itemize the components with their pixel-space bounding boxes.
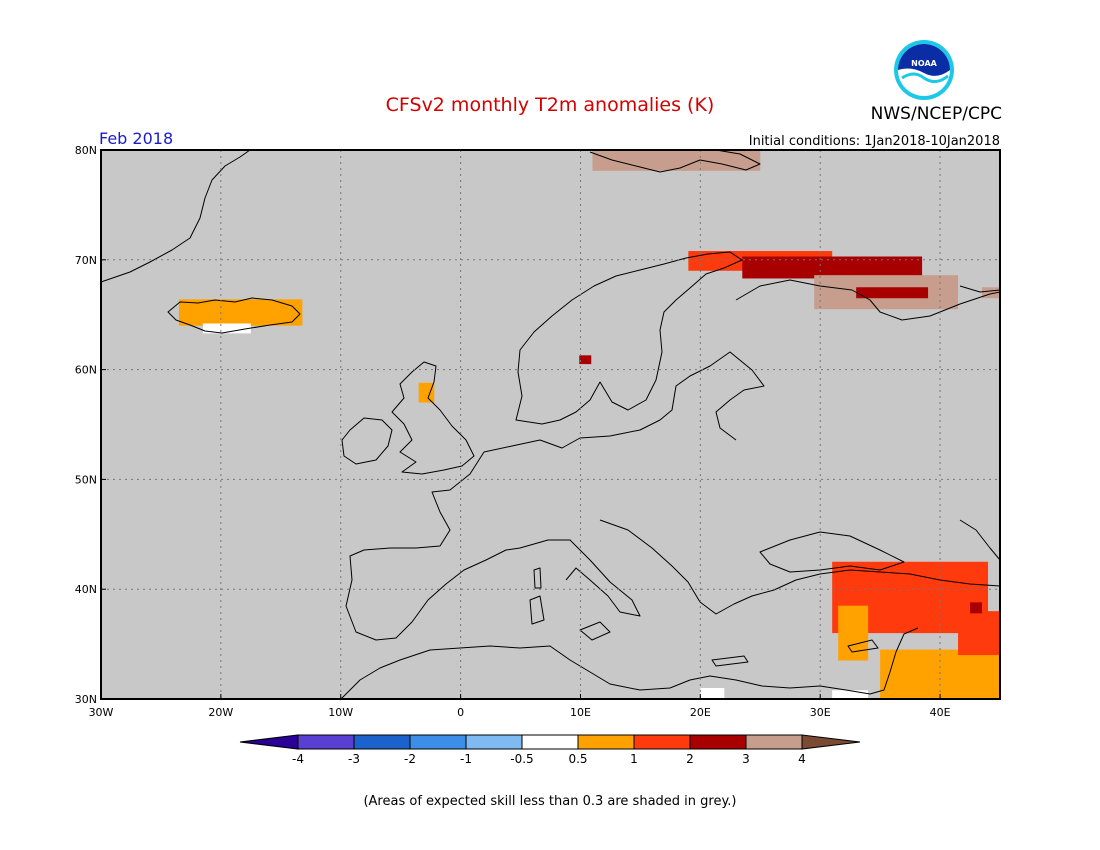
lon-tick-label: 10W bbox=[328, 706, 353, 719]
lon-tick-label: 40E bbox=[930, 706, 951, 719]
anomaly-cell-17 bbox=[832, 690, 869, 699]
forecast-month: Feb 2018 bbox=[99, 129, 173, 148]
longitude-axis: 30W 20W 10W 0 10E 20E 30E 40E bbox=[89, 694, 951, 719]
colorbar-label: 2 bbox=[686, 752, 694, 766]
colorbar-label: 1 bbox=[630, 752, 638, 766]
colorbar-label: 0.5 bbox=[568, 752, 587, 766]
anomaly-cell-7 bbox=[742, 256, 923, 279]
lon-tick-label: 30E bbox=[810, 706, 831, 719]
colorbar-label: -0.5 bbox=[510, 752, 533, 766]
colorbar-swatch bbox=[577, 734, 635, 750]
colorbar: -4 -3 -2 -1 -0.5 0.5 1 2 3 4 bbox=[239, 734, 861, 766]
colorbar-label: -2 bbox=[404, 752, 416, 766]
map-frame bbox=[100, 149, 1001, 700]
colorbar-swatch bbox=[521, 734, 579, 750]
colorbar-label: -4 bbox=[292, 752, 304, 766]
lat-tick-label: 30N bbox=[75, 693, 97, 706]
coastlines bbox=[100, 149, 1001, 701]
lat-tick-label: 60N bbox=[75, 364, 97, 377]
colorbar-swatch bbox=[353, 734, 411, 750]
anomaly-cell-16 bbox=[700, 688, 725, 699]
lon-tick-label: 0 bbox=[457, 706, 464, 719]
skill-note: (Areas of expected skill less than 0.3 a… bbox=[363, 794, 736, 809]
colorbar-label: -3 bbox=[348, 752, 360, 766]
noaa-logo-text: NOAA bbox=[911, 59, 937, 68]
colorbar-swatch bbox=[633, 734, 691, 750]
anomaly-cell-0 bbox=[178, 299, 303, 326]
anomaly-cell-10 bbox=[856, 287, 929, 299]
colorbar-swatch bbox=[297, 734, 355, 750]
lon-tick-label: 30W bbox=[89, 706, 114, 719]
noaa-logo: NOAA bbox=[894, 40, 954, 100]
colorbar-label: 4 bbox=[798, 752, 806, 766]
lon-tick-label: 10E bbox=[570, 706, 591, 719]
colorbar-high-arrow bbox=[801, 734, 861, 750]
lat-tick-label: 40N bbox=[75, 583, 97, 596]
colorbar-swatch bbox=[465, 734, 523, 750]
lat-tick-label: 80N bbox=[75, 144, 97, 157]
lon-tick-label: 20W bbox=[208, 706, 233, 719]
figure-title: CFSv2 monthly T2m anomalies (K) bbox=[386, 94, 715, 116]
anomaly-cell-9 bbox=[982, 287, 1000, 299]
organization-label: NWS/NCEP/CPC bbox=[871, 104, 1002, 124]
colorbar-swatch bbox=[745, 734, 803, 750]
lat-tick-label: 50N bbox=[75, 473, 97, 486]
colorbar-label: -1 bbox=[460, 752, 472, 766]
anomaly-cell-1 bbox=[202, 323, 251, 334]
colorbar-swatch bbox=[689, 734, 747, 750]
colorbar-low-arrow bbox=[239, 734, 299, 750]
anomaly-cell-12 bbox=[838, 605, 869, 661]
anomaly-cell-15 bbox=[970, 602, 983, 614]
anomaly-cell-3 bbox=[579, 355, 592, 365]
anomaly-cell-14 bbox=[958, 611, 1000, 656]
map-area: 30W 20W 10W 0 10E 20E 30E 40E 30N 40N 50N 60N 70N 80… bbox=[75, 144, 1001, 719]
anomaly-cell-2 bbox=[418, 382, 435, 403]
colorbar-label: 3 bbox=[742, 752, 750, 766]
lat-tick-label: 70N bbox=[75, 254, 97, 267]
initial-conditions: Initial conditions: 1Jan2018-10Jan2018 bbox=[749, 134, 1000, 149]
colorbar-swatch bbox=[409, 734, 467, 750]
lon-tick-label: 20E bbox=[690, 706, 711, 719]
graticule bbox=[101, 150, 1000, 699]
latitude-axis: 30N 40N 50N 60N 70N 80N bbox=[75, 144, 106, 706]
